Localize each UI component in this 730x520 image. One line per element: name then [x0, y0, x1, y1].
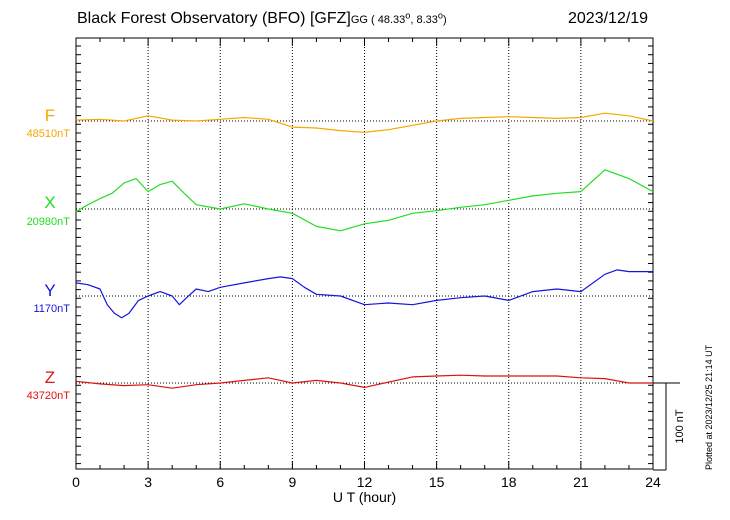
- series-name-x: X: [44, 193, 55, 212]
- series-name-y: Y: [44, 281, 55, 300]
- x-tick-label: 12: [357, 474, 373, 490]
- x-tick-label: 3: [144, 474, 152, 490]
- degree-symbol: o: [437, 10, 443, 21]
- station-coordinates: GG ( 48.33o, 8.33o): [350, 10, 447, 26]
- x-tick-label: 9: [288, 474, 296, 490]
- series-line-y: [75, 269, 653, 319]
- series-line-z: [75, 374, 653, 389]
- x-tick-label: 6: [216, 474, 224, 490]
- series-baseline-z: 43720nT: [27, 390, 71, 402]
- label-layer: 0 3 6 9 12 15 18 21 24 U T (hour) F 48510nT X 20980nT…: [27, 106, 686, 505]
- series-layer: [75, 112, 654, 389]
- series-name-f: F: [45, 106, 55, 125]
- x-tick-label: 18: [501, 474, 517, 490]
- x-tick-label: 15: [429, 474, 445, 490]
- series-line-x: [75, 169, 654, 232]
- scale-bar-label: 100 nT: [674, 409, 686, 444]
- series-baseline-x: 20980nT: [27, 216, 71, 228]
- coords-mid: , 8.33: [410, 14, 438, 26]
- degree-symbol: o: [405, 10, 411, 21]
- series-baseline-f: 48510nT: [27, 128, 71, 140]
- chart-date: 2023/12/19: [568, 10, 649, 27]
- series-baseline-y: 1170nT: [34, 303, 71, 315]
- chart-title: Black Forest Observatory (BFO) [GFZ]GG (…: [77, 10, 447, 28]
- x-axis-label: U T (hour): [333, 489, 396, 505]
- series-line-f: [75, 112, 654, 133]
- x-tick-label: 0: [72, 474, 80, 490]
- grid-layer: [76, 38, 653, 469]
- series-name-z: Z: [45, 368, 55, 387]
- plot-frame-layer: [75, 37, 680, 471]
- x-tick-label: 24: [645, 474, 661, 490]
- x-tick-label: 21: [573, 474, 589, 490]
- chart-title-text: Black Forest Observatory (BFO) [GFZ]: [77, 10, 351, 27]
- coords-prefix: GG ( 48.33: [350, 14, 406, 26]
- coords-suffix: ): [442, 14, 447, 26]
